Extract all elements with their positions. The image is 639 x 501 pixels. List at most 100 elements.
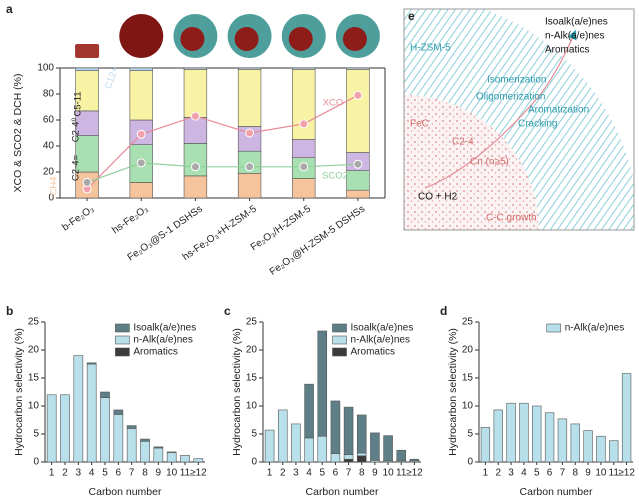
legend-label: n-Alk(a/e)nes: [351, 335, 410, 346]
bar-segment: [60, 394, 70, 463]
marker: [82, 177, 92, 187]
bar-segment: [346, 189, 370, 199]
diagram-label: H-ZSM-5: [410, 43, 451, 54]
bar-segment: [113, 414, 124, 463]
icon-shape: [119, 14, 164, 58]
x-tick-label: 10: [383, 468, 395, 479]
icon-shape: [234, 27, 259, 51]
x-tick-label: 3: [293, 468, 299, 479]
bar-segment: [557, 418, 568, 463]
diagram-label: Isomerization: [487, 75, 546, 86]
bar-segment: [370, 432, 380, 461]
bar-segment: [356, 455, 367, 463]
series-label: C2-4⁰: [71, 118, 82, 143]
bar-segment: [183, 69, 208, 118]
legend-swatch: [332, 335, 347, 345]
diagram-label: FeC: [410, 119, 429, 130]
panel-letter: d: [440, 304, 447, 318]
x-tick-label: 6: [547, 468, 553, 479]
legend-label: Aromatics: [351, 347, 395, 358]
bar-segment: [292, 69, 316, 140]
y-tick-label: 0: [33, 457, 39, 468]
x-tick-label: Fe₂O₃@H-ZSM-5 DSHSs: [268, 204, 367, 278]
legend-swatch: [115, 335, 130, 345]
x-tick-label: 11: [609, 468, 620, 479]
y-tick-label: 60: [43, 115, 55, 126]
y-tick-label: 20: [246, 345, 258, 356]
bar-segment: [343, 454, 354, 460]
legend-swatch: [546, 323, 562, 333]
x-tick-label: hs-Fe₂O₃: [110, 204, 150, 237]
y-axis-label: Hydrocarbon selectivity (%): [447, 328, 459, 456]
bar-segment: [596, 435, 606, 463]
x-tick-label: 3: [76, 468, 82, 479]
bar-segment: [183, 67, 208, 70]
y-tick-label: 0: [251, 457, 257, 468]
legend-swatch: [115, 347, 130, 357]
x-tick-label: 7: [129, 468, 135, 479]
y-tick-label: 20: [28, 345, 40, 356]
bar-segment: [140, 438, 150, 442]
bar-segment: [480, 426, 491, 463]
diagram-label: CO + H2: [418, 192, 458, 203]
bar-segment: [73, 355, 84, 463]
bar-segment: [621, 373, 632, 463]
y-axis-label: Hydrocarbon selectivity (%): [231, 328, 243, 456]
bar-segment: [100, 397, 110, 463]
marker: [353, 90, 363, 100]
x-tick-label: 10: [166, 468, 178, 479]
y-tick-label: 25: [462, 317, 474, 328]
bar-segment: [343, 406, 354, 456]
panel-letter: c: [224, 304, 231, 318]
diagram-label: n-Alk(a/e)nes: [545, 31, 604, 42]
bar-segment: [356, 414, 367, 454]
bar-segment: [570, 423, 580, 463]
catalyst-icon: [119, 14, 164, 58]
panel-letter: e: [408, 9, 415, 23]
diagram-label: C2-4: [452, 137, 474, 148]
bar-segment: [346, 67, 370, 70]
legend-label: Isoalk(a/e)nes: [133, 323, 196, 334]
diagram-label: Aromatics: [545, 45, 589, 56]
bar-segment: [126, 428, 137, 463]
diagram-label: Aromatization: [528, 105, 589, 116]
diagram-label: Cn (n≥5): [470, 157, 509, 168]
x-tick-label: 11: [180, 468, 191, 479]
marker: [245, 162, 255, 172]
panel-letter: a: [6, 2, 13, 16]
x-tick-label: 1: [267, 468, 273, 479]
bar-segment: [129, 70, 153, 121]
x-tick-label: ≥12: [618, 468, 635, 479]
catalyst-icon: [75, 44, 100, 58]
icon-shape: [342, 27, 367, 51]
legend-swatch: [115, 323, 130, 333]
x-tick-label: 3: [508, 468, 514, 479]
y-tick-label: 10: [28, 401, 40, 412]
bar-segment: [153, 446, 164, 449]
x-tick-label: ≥12: [190, 468, 207, 479]
bar-segment: [166, 451, 177, 453]
bar-segment: [193, 458, 204, 463]
x-tick-label: 9: [585, 468, 591, 479]
bar-segment: [544, 412, 555, 463]
y-tick-label: 5: [33, 429, 39, 440]
x-tick-label: 4: [306, 468, 312, 479]
y-tick-label: 80: [43, 89, 55, 100]
bar-segment: [356, 452, 367, 457]
y-tick-label: 5: [251, 429, 257, 440]
bar-segment: [237, 67, 262, 70]
bar-segment: [237, 69, 262, 127]
bar-segment: [126, 425, 137, 429]
catalyst-icon: [227, 14, 272, 58]
x-tick-label: 2: [495, 468, 501, 479]
x-tick-label: 8: [359, 468, 365, 479]
x-tick-label: 5: [102, 468, 108, 479]
bar-segment: [46, 394, 57, 463]
series-label: SCO2: [322, 171, 348, 182]
diagram-frame: [403, 8, 635, 231]
legend-label: Aromatics: [133, 347, 177, 358]
bar-segment: [343, 458, 354, 463]
line: [86, 162, 358, 183]
marker: [245, 128, 255, 138]
legend-swatch: [332, 347, 347, 357]
